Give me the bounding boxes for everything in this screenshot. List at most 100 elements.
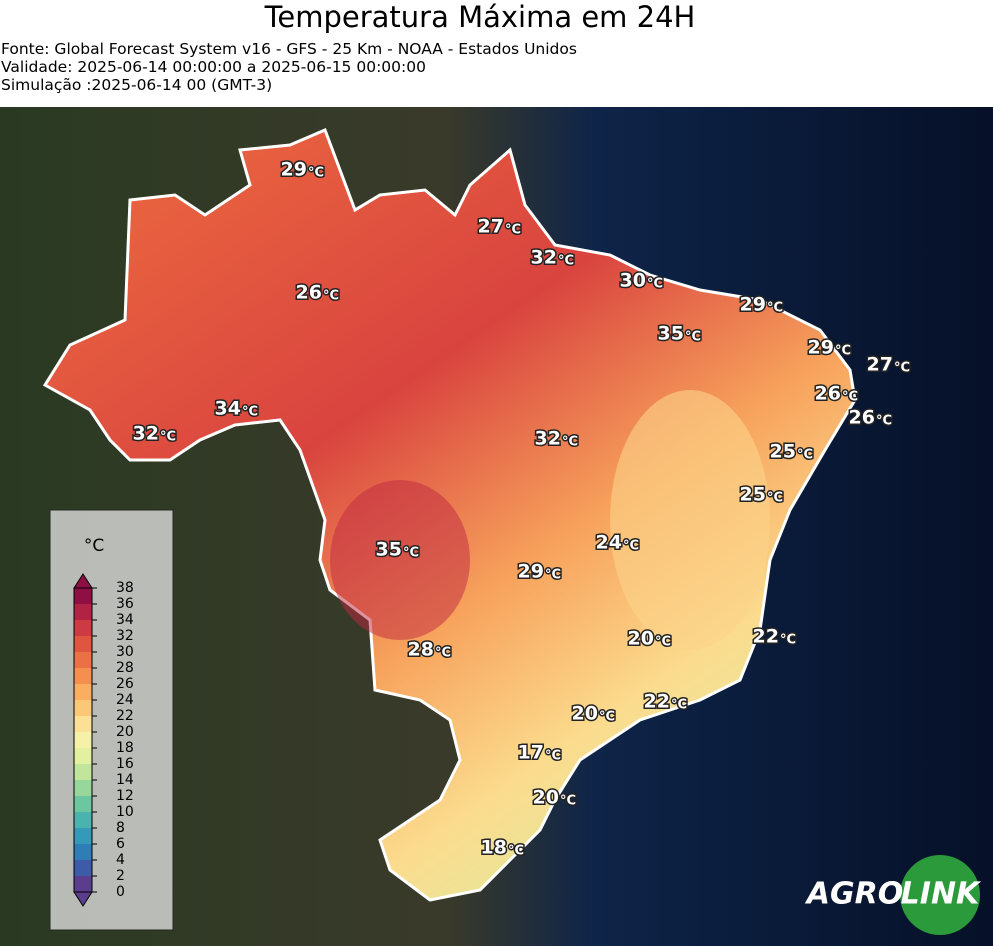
temp-label: 27 °C xyxy=(476,214,523,239)
temp-label: 26 °C xyxy=(813,381,860,406)
temp-value: 32 xyxy=(531,247,557,269)
temp-value: 26 xyxy=(296,282,322,304)
temp-value: 17 xyxy=(518,742,544,764)
colorbar-box xyxy=(49,509,174,931)
temp-value: 29 xyxy=(808,337,834,359)
region xyxy=(330,480,470,640)
colorbar-tick-label: 4 xyxy=(116,852,125,868)
colorbar-tick-label: 14 xyxy=(116,772,134,788)
subtitle: Simulação :2025-06-14 00 (GMT-3) xyxy=(1,76,273,94)
colorbar-cell xyxy=(74,588,92,604)
colorbar-tick-label: 16 xyxy=(116,756,134,772)
colorbar-cell xyxy=(74,652,92,668)
temp-label: 35 °C xyxy=(374,537,421,562)
temp-unit: °C xyxy=(545,749,561,764)
colorbar-tick-label: 2 xyxy=(116,868,125,884)
colorbar-tick-label: 6 xyxy=(116,836,125,852)
colorbar-cell xyxy=(74,828,92,844)
temp-unit: °C xyxy=(599,710,615,725)
colorbar-cell xyxy=(74,860,92,876)
colorbar-tick-label: 26 xyxy=(116,676,134,692)
colorbar-cell xyxy=(74,844,92,860)
colorbar-tick-label: 22 xyxy=(116,708,134,724)
colorbar-tick-label: 20 xyxy=(116,724,134,740)
temp-unit: °C xyxy=(767,301,783,316)
temp-label: 34 °C xyxy=(213,396,260,421)
temp-unit: °C xyxy=(160,430,176,445)
temp-unit: °C xyxy=(647,277,663,292)
temp-label: 20 °C xyxy=(570,701,617,726)
colorbar-cell xyxy=(74,764,92,780)
temp-label: 25 °C xyxy=(738,482,785,507)
temp-unit: °C xyxy=(835,344,851,359)
subtitle: Validade: 2025-06-14 00:00:00 a 2025-06-… xyxy=(1,58,426,76)
colorbar-tick-label: 32 xyxy=(116,628,134,644)
temp-value: 20 xyxy=(533,787,559,809)
temp-unit: °C xyxy=(876,414,892,429)
temp-label: 30 °C xyxy=(618,268,665,293)
temp-value: 29 xyxy=(281,159,307,181)
colorbar-cell xyxy=(74,796,92,812)
temp-label: 32 °C xyxy=(131,421,178,446)
colorbar-tick-label: 30 xyxy=(116,644,134,660)
colorbar-cell xyxy=(74,732,92,748)
colorbar-unit: °C xyxy=(84,536,104,556)
temp-unit: °C xyxy=(242,405,258,420)
temp-label: 29 °C xyxy=(279,157,326,182)
temp-value: 25 xyxy=(740,484,766,506)
temp-label: 26 °C xyxy=(294,280,341,305)
colorbar-cell xyxy=(74,604,92,620)
temp-value: 22 xyxy=(753,626,779,648)
temp-unit: °C xyxy=(623,539,639,554)
temp-value: 20 xyxy=(628,628,654,650)
temp-label: 32 °C xyxy=(533,426,580,451)
temp-unit: °C xyxy=(685,330,701,345)
temp-value: 27 xyxy=(867,354,893,376)
colorbar-cell xyxy=(74,748,92,764)
colorbar-tick-label: 24 xyxy=(116,692,134,708)
temp-value: 32 xyxy=(535,428,561,450)
subtitle: Fonte: Global Forecast System v16 - GFS … xyxy=(1,40,577,58)
colorbar-cell xyxy=(74,700,92,716)
colorbar-tick-label: 34 xyxy=(116,612,134,628)
temp-label: 22 °C xyxy=(751,624,798,649)
logo-text: LINK xyxy=(901,877,982,912)
colorbar-cell xyxy=(74,876,92,892)
temp-value: 35 xyxy=(376,539,402,561)
temp-unit: °C xyxy=(558,254,574,269)
temp-value: 26 xyxy=(815,383,841,405)
temp-unit: °C xyxy=(435,646,451,661)
logo: AGRO LINK xyxy=(805,855,982,935)
colorbar-tick-label: 12 xyxy=(116,788,134,804)
temp-label: 17 °C xyxy=(516,740,563,765)
temp-unit: °C xyxy=(655,635,671,650)
temp-value: 18 xyxy=(481,837,507,859)
temp-value: 35 xyxy=(658,323,684,345)
temp-label: 27 °C xyxy=(865,352,912,377)
temp-unit: °C xyxy=(560,794,576,809)
temp-value: 30 xyxy=(620,270,646,292)
colorbar-tick-label: 28 xyxy=(116,660,134,676)
temp-unit: °C xyxy=(323,289,339,304)
temp-label: 32 °C xyxy=(529,245,576,270)
temp-unit: °C xyxy=(894,361,910,376)
temp-value: 32 xyxy=(133,423,159,445)
temp-unit: °C xyxy=(797,448,813,463)
temp-unit: °C xyxy=(505,223,521,238)
temp-value: 25 xyxy=(770,441,796,463)
colorbar-tick-label: 38 xyxy=(116,580,134,596)
colorbar-cell xyxy=(74,684,92,700)
colorbar-cell xyxy=(74,812,92,828)
temp-unit: °C xyxy=(508,844,524,859)
temp-value: 24 xyxy=(596,532,622,554)
colorbar-cell xyxy=(74,620,92,636)
colorbar-tick-label: 10 xyxy=(116,804,134,820)
temp-label: 29 °C xyxy=(738,292,785,317)
temp-label: 29 °C xyxy=(806,335,853,360)
temp-unit: °C xyxy=(780,633,796,648)
colorbar-tick-label: 36 xyxy=(116,596,134,612)
temp-unit: °C xyxy=(545,568,561,583)
temp-label: 22 °C xyxy=(642,689,689,714)
